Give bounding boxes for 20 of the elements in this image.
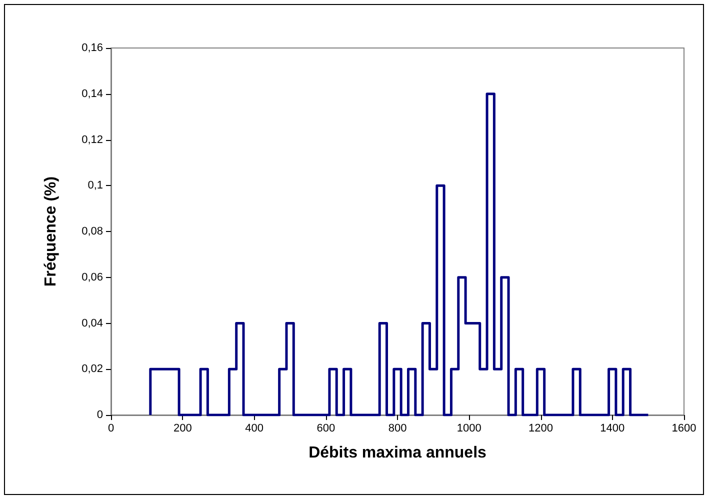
y-tick-label: 0,12 (82, 134, 103, 146)
x-tick-label: 200 (173, 422, 192, 434)
y-tick-label: 0,06 (82, 271, 103, 284)
x-tick-label: 1000 (456, 422, 482, 434)
y-tick-label: 0,08 (82, 226, 103, 238)
x-tick-label: 800 (388, 422, 407, 434)
y-tick-label: 0,14 (82, 88, 103, 100)
x-tick-label: 0 (108, 422, 114, 434)
x-axis-title: Débits maxima annuels (308, 444, 487, 462)
y-tick-label: 0 (96, 409, 103, 421)
y-axis-title: Fréquence (%) (42, 176, 60, 287)
x-tick-label: 1200 (528, 422, 553, 434)
y-tick-label: 0,16 (82, 42, 103, 54)
y-tick-label: 0,04 (82, 317, 103, 330)
x-tick-label: 1400 (600, 422, 625, 434)
y-tick-label: 0,02 (82, 363, 103, 376)
y-tick-label: 0,1 (88, 180, 103, 192)
x-tick-label: 1600 (672, 422, 696, 434)
x-tick-label: 600 (316, 422, 336, 434)
x-tick-label: 400 (245, 422, 264, 434)
